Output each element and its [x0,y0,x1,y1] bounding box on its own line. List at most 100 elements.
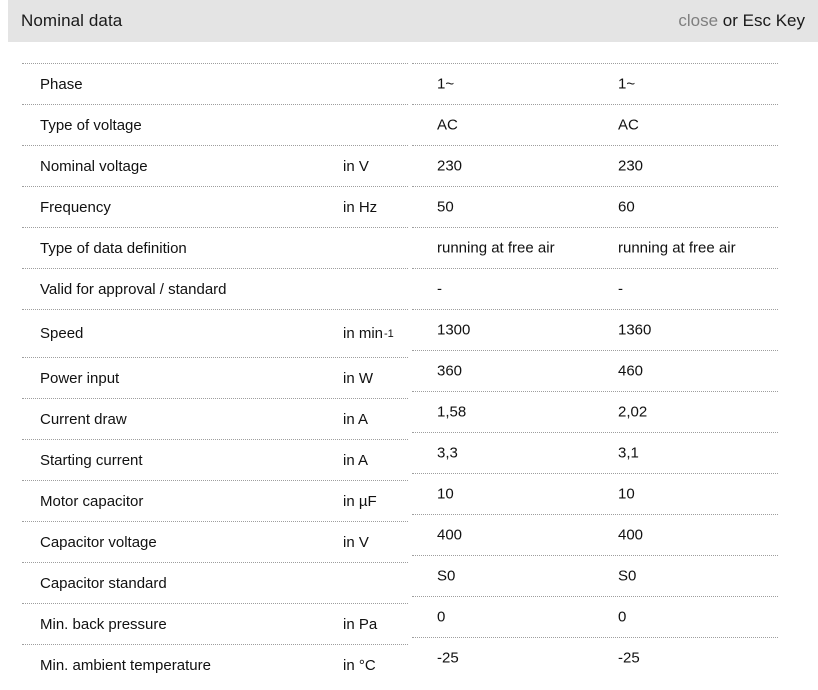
row-unit: in Hz [343,187,378,227]
table-row-values: 3,3 3,1 [412,432,778,473]
labels-table: Phase Type of voltage Nominal voltage in V F… [22,63,408,685]
table-row-values: S0 S0 [412,555,778,596]
table-row: Capacitor standard [22,562,408,603]
row-value-1: - [437,280,442,298]
row-label: Power input [40,369,120,387]
unit-text: in V [343,157,369,175]
table-row: Valid for approval / standard [22,268,408,309]
table-row: Type of data definition [22,227,408,268]
row-unit [343,105,344,145]
row-value-2: 230 [618,157,644,175]
row-value-1: running at free air [437,239,555,257]
row-value-2: AC [618,116,639,134]
row-value-1: -25 [437,649,459,667]
row-label: Phase [40,75,83,93]
close-link[interactable]: close [678,11,719,30]
row-value-1: 50 [437,198,454,216]
table-row-values: -25 -25 [412,637,778,678]
row-label: Speed [40,325,84,342]
unit-text: in Pa [343,615,378,633]
table-row-values: running at free air running at free air [412,227,778,268]
row-unit: in µF [343,481,378,521]
table-row: Power input in W [22,357,408,398]
row-unit [343,269,344,309]
row-value-2: 3,1 [618,444,639,462]
table-row: Speed in min -1 [22,309,408,357]
table-row: Nominal voltage in V [22,145,408,186]
row-label: Min. back pressure [40,615,167,633]
table-row: Min. back pressure in Pa [22,603,408,644]
row-value-2: 10 [618,485,635,503]
close-area: close or Esc Key [678,11,805,31]
row-value-1: S0 [437,567,456,585]
row-unit: in A [343,440,369,480]
unit-text: in A [343,451,369,469]
table-row-values: 1,58 2,02 [412,391,778,432]
row-unit: in V [343,522,370,562]
row-value-2: 2,02 [618,403,648,421]
row-value-1: 1~ [437,75,455,93]
row-value-1: 400 [437,526,463,544]
row-value-1: 1,58 [437,403,467,421]
dialog-header: Nominal data close or Esc Key [8,0,818,42]
table-row-values: 10 10 [412,473,778,514]
row-value-2: 1~ [618,75,636,93]
unit-text: in Hz [343,198,378,216]
row-unit [343,563,344,603]
dialog-title: Nominal data [21,11,123,30]
table-row-values: 230 230 [412,145,778,186]
row-label: Type of data definition [40,239,187,257]
row-label: Min. ambient temperature [40,656,211,674]
row-label: Current draw [40,410,127,428]
row-value-1: 10 [437,485,454,503]
unit-text: in W [343,369,373,387]
row-label: Valid for approval / standard [40,280,227,298]
row-label: Starting current [40,451,143,469]
row-value-1: 230 [437,157,463,175]
row-unit: in min -1 [343,325,394,342]
row-label: Nominal voltage [40,157,148,175]
row-value-1: AC [437,116,458,134]
row-label: Capacitor voltage [40,533,157,551]
unit-text: in µF [343,492,377,510]
row-unit [343,64,344,104]
unit-text: in A [343,410,369,428]
table-row: Capacitor voltage in V [22,521,408,562]
row-value-2: -25 [618,649,640,667]
table-row-values: 400 400 [412,514,778,555]
table-row: Frequency in Hz [22,186,408,227]
row-value-2: 400 [618,526,644,544]
row-value-2: running at free air [618,239,736,257]
row-value-1: 3,3 [437,444,458,462]
row-unit: in A [343,399,369,439]
table-row: Current draw in A [22,398,408,439]
row-value-2: 0 [618,608,627,626]
unit-text: in V [343,533,369,551]
row-value-1: 1300 [437,321,471,339]
table-row-values: -- [412,268,778,309]
row-value-1: 0 [437,608,446,626]
unit-text: in °C [343,656,376,674]
row-value-2: 60 [618,198,635,216]
row-label: Capacitor standard [40,574,167,592]
table-row-values: 50 60 [412,186,778,227]
row-label: Frequency [40,198,111,216]
table-row-values: 360 460 [412,350,778,391]
values-table: 1~ 1~ AC AC 230 230 50 60 running at free air run… [412,63,778,678]
row-unit: in W [343,358,374,398]
table-row-values: AC AC [412,104,778,145]
table-row: Starting current in A [22,439,408,480]
row-value-2: S0 [618,567,637,585]
unit-text: in min [343,325,384,342]
row-unit: in Pa [343,604,378,644]
esc-key-hint: or Esc Key [718,11,805,30]
table-row-values: 1~ 1~ [412,63,778,104]
row-value-2: 1360 [618,321,652,339]
table-row: Min. ambient temperature in °C [22,644,408,685]
row-unit: in V [343,146,370,186]
row-label: Type of voltage [40,116,142,134]
row-label: Motor capacitor [40,492,144,510]
row-value-2: 460 [618,362,644,380]
